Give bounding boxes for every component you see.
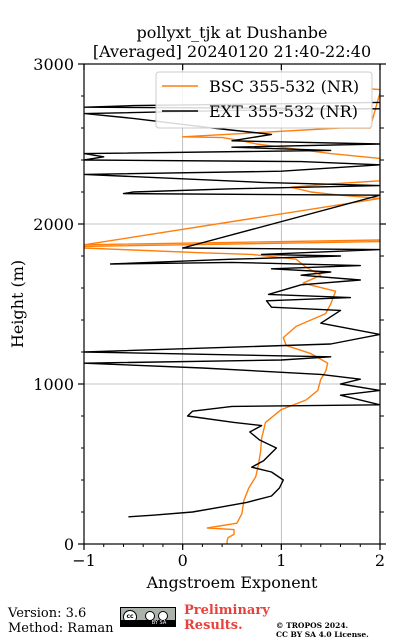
legend: BSC 355-532 (NR) EXT 355-532 (NR)	[155, 71, 373, 129]
copyright-text: © TROPOS 2024.	[276, 621, 349, 630]
legend-label-bsc: BSC 355-532 (NR)	[209, 77, 359, 96]
chart-subtitle: [Averaged] 20240120 21:40-22:40	[93, 42, 371, 61]
axis-ticks	[78, 63, 386, 550]
chart-title: pollyxt_tjk at Dushanbe	[136, 23, 327, 42]
x-axis-label: Angstroem Exponent	[146, 573, 318, 592]
y-tick-label: 2000	[33, 215, 74, 234]
cc-license-badge: cc BY SA	[120, 607, 176, 627]
x-tick-label: 0	[178, 551, 188, 570]
legend-box	[155, 71, 373, 129]
x-tick-label: −1	[72, 551, 96, 570]
y-tick-label: 1000	[33, 375, 74, 394]
x-tick-label: 2	[375, 551, 385, 570]
cc-badge-text: BY SA	[151, 620, 167, 626]
y-axis-label: Height (m)	[8, 260, 27, 348]
grid-lines	[83, 63, 381, 545]
y-tick-label: 3000	[33, 55, 74, 74]
series-line-bsc	[84, 88, 380, 544]
version-text: Version: 3.6	[8, 606, 87, 621]
plot-frame	[83, 63, 381, 545]
y-tick-label: 0	[64, 535, 74, 554]
legend-label-ext: EXT 355-532 (NR)	[209, 102, 358, 121]
preliminary-line-1: Preliminary	[184, 603, 270, 618]
x-tick-label: 1	[276, 551, 286, 570]
series-line-ext	[84, 101, 380, 518]
method-text: Method: Raman	[8, 621, 114, 636]
cc-badge-bar	[121, 620, 175, 626]
series-lines	[84, 88, 380, 544]
preliminary-line-2: Results.	[184, 618, 243, 633]
license-text: CC BY SA 4.0 License.	[276, 630, 369, 639]
